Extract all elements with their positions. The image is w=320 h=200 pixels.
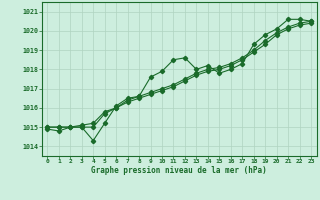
X-axis label: Graphe pression niveau de la mer (hPa): Graphe pression niveau de la mer (hPa) (91, 166, 267, 175)
